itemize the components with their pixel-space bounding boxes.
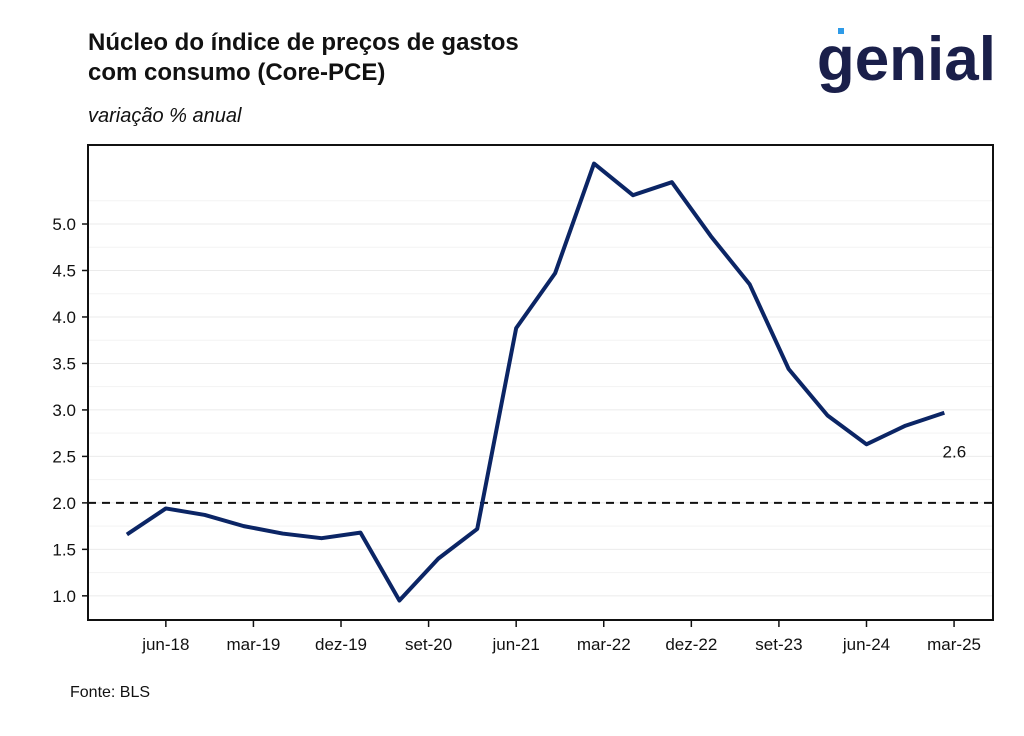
y-tick-label: 4.0 bbox=[52, 308, 76, 327]
x-tick-label: set-20 bbox=[405, 635, 452, 654]
plot-frame bbox=[87, 144, 994, 621]
y-tick-label: 1.0 bbox=[52, 587, 76, 606]
chart-title-line: com consumo (Core-PCE) bbox=[88, 59, 385, 86]
logo: genial bbox=[817, 25, 996, 94]
y-tick-label: 3.5 bbox=[52, 354, 76, 373]
x-tick-label: dez-22 bbox=[665, 635, 717, 654]
x-tick-label: jun-21 bbox=[492, 635, 540, 654]
x-tick-label: mar-22 bbox=[577, 635, 631, 654]
logo-accent bbox=[838, 28, 844, 34]
y-tick-label: 4.5 bbox=[52, 261, 76, 280]
chart-title-line: Núcleo do índice de preços de gastos bbox=[88, 29, 519, 56]
annotation: 2.6 bbox=[943, 443, 967, 462]
x-tick-label: dez-19 bbox=[315, 635, 367, 654]
y-tick-label: 2.0 bbox=[52, 494, 76, 513]
chart-subtitle: variação % anual bbox=[88, 105, 242, 127]
x-tick-label: mar-19 bbox=[227, 635, 281, 654]
x-tick-label: jun-18 bbox=[141, 635, 189, 654]
x-tick-label: mar-25 bbox=[927, 635, 981, 654]
y-tick-label: 1.5 bbox=[52, 540, 76, 559]
y-tick-label: 2.5 bbox=[52, 447, 76, 466]
data-line bbox=[125, 161, 945, 603]
y-tick-label: 3.0 bbox=[52, 401, 76, 420]
source: Fonte: BLS bbox=[70, 684, 150, 701]
y-tick-label: 5.0 bbox=[52, 215, 76, 234]
x-tick-label: jun-24 bbox=[842, 635, 890, 654]
x-tick-label: set-23 bbox=[755, 635, 802, 654]
